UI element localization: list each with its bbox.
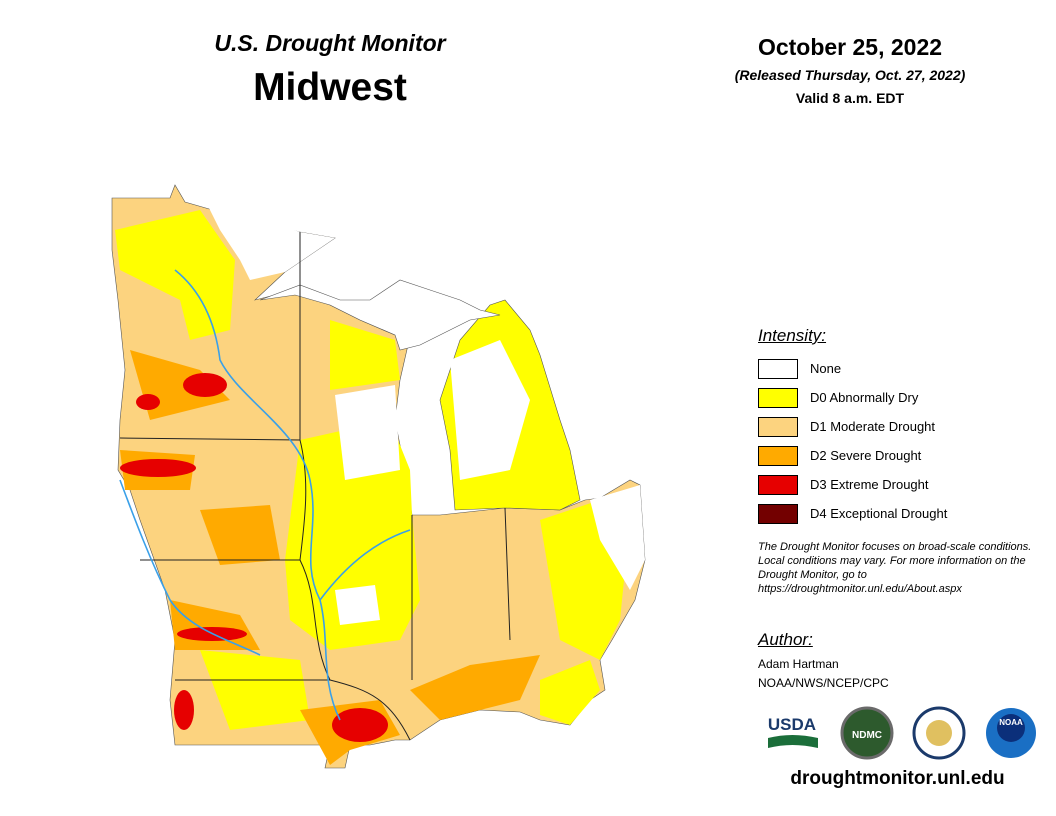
dry-area [200, 650, 310, 730]
legend-item: D3 Extreme Drought [758, 470, 947, 499]
logo-text: USDA [768, 715, 816, 734]
legend-item: D0 Abnormally Dry [758, 383, 947, 412]
state-border [119, 232, 511, 741]
logo-text: NOAA [999, 718, 1023, 727]
extreme-area [183, 373, 227, 397]
legend-swatch [758, 503, 798, 524]
logos: USDA NDMC NOAA [768, 706, 1036, 760]
legend-item: None [758, 354, 947, 383]
dry-area [330, 320, 400, 390]
extreme-area [332, 708, 388, 742]
author-name: Adam Hartman [758, 657, 839, 671]
legend-swatch [758, 445, 798, 466]
map [111, 184, 646, 769]
extreme-area [120, 459, 196, 477]
legend-label: D1 Moderate Drought [810, 419, 936, 434]
author-org: NOAA/NWS/NCEP/CPC [758, 676, 889, 690]
none-area [205, 200, 335, 280]
dry-area [540, 660, 600, 725]
released: (Released Thursday, Oct. 27, 2022) [734, 67, 966, 83]
legend-label: None [810, 361, 842, 376]
url: droughtmonitor.unl.edu [790, 768, 1005, 789]
river [174, 269, 341, 721]
dry-area [285, 420, 420, 650]
legend-swatch [758, 387, 798, 408]
title: U.S. Drought Monitor [214, 30, 446, 56]
note: The Drought Monitor focuses on broad-sca… [758, 541, 1032, 595]
extreme-area [174, 690, 194, 730]
region: Midwest [253, 66, 407, 109]
legend: None D0 Abnormally Dry D1 Moderate Drought… [758, 354, 947, 528]
date: October 25, 2022 [757, 34, 943, 60]
none-area [450, 340, 530, 480]
legend-swatch [758, 416, 798, 437]
legend-label: D4 Exceptional Drought [810, 506, 948, 521]
legend-label: D2 Severe Drought [810, 448, 922, 463]
michigan-upper [259, 279, 501, 351]
legend-swatch [758, 358, 798, 379]
severe-area [200, 505, 280, 565]
legend-item: D2 Severe Drought [758, 441, 947, 470]
river [319, 529, 411, 601]
none-area [335, 385, 400, 480]
river [119, 479, 261, 656]
none-area [590, 485, 645, 590]
extreme-area [136, 394, 160, 410]
legend-label: D0 Abnormally Dry [810, 390, 919, 405]
legend-item: D4 Exceptional Drought [758, 499, 947, 528]
valid-time: Valid 8 a.m. EDT [795, 90, 905, 106]
severe-area [410, 655, 540, 720]
legend-swatch [758, 474, 798, 495]
author-heading: Author: [758, 630, 813, 649]
ndmc-logo: NDMC [840, 706, 894, 760]
legend-title: Intensity: [758, 326, 827, 345]
none-area [335, 585, 380, 625]
commerce-logo [912, 706, 966, 760]
logo-text: NDMC [852, 730, 882, 741]
legend-item: D1 Moderate Drought [758, 412, 947, 441]
usda-logo: USDA [768, 715, 818, 748]
noaa-logo: NOAA [986, 708, 1036, 758]
legend-label: D3 Extreme Drought [810, 477, 929, 492]
